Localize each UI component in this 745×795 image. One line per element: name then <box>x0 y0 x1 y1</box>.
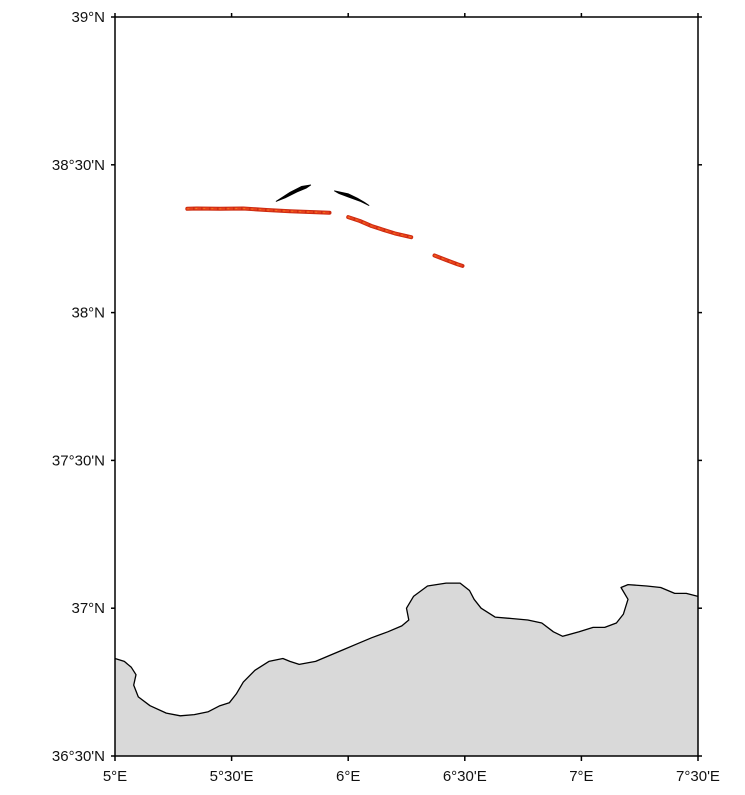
lon-tick-label: 7°E <box>569 768 593 785</box>
black-feature-1 <box>275 184 312 202</box>
lon-tick-label: 7°30'E <box>676 768 720 785</box>
land-layer <box>114 582 699 756</box>
lat-tick-label: 37°30'N <box>52 452 105 469</box>
latitude-ticks: 39°N 38°30'N 38°N 37°30'N 37°N 36°30'N <box>52 9 702 765</box>
coastline <box>114 582 699 717</box>
land-area <box>115 583 698 756</box>
track-layer <box>185 206 465 268</box>
black-feature-layer <box>275 184 370 206</box>
track-segment-1-detail <box>186 207 331 214</box>
track-segment-3-detail <box>433 254 464 267</box>
lon-tick-label: 6°E <box>336 768 360 785</box>
map-frame <box>114 16 699 757</box>
lat-tick-label: 39°N <box>71 9 105 26</box>
lon-tick-label: 5°30'E <box>210 768 254 785</box>
lat-tick-label: 38°30'N <box>52 157 105 174</box>
lat-tick-label: 37°N <box>71 600 105 617</box>
lat-tick-label: 38°N <box>71 305 105 322</box>
longitude-ticks: 5°E 5°30'E 6°E 6°30'E 7°E 7°30'E <box>103 13 720 785</box>
lat-tick-label: 36°30'N <box>52 748 105 765</box>
lon-tick-label: 6°30'E <box>443 768 487 785</box>
lon-tick-label: 5°E <box>103 768 127 785</box>
black-feature-2 <box>334 190 370 206</box>
track-segment-2-detail <box>347 216 413 239</box>
